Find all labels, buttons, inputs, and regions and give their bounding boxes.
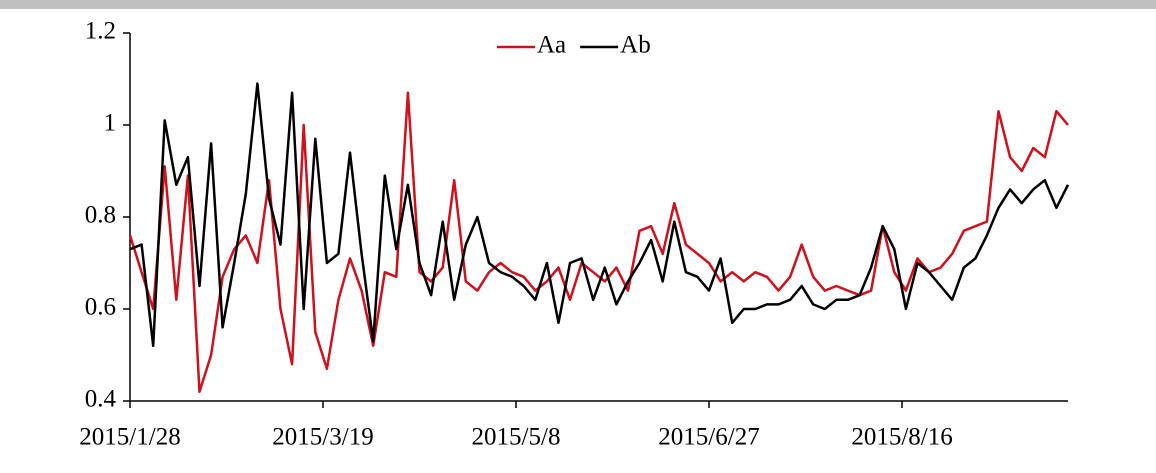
x-tick-label: 2015/3/19 bbox=[272, 424, 373, 451]
x-tick-label: 2015/1/28 bbox=[79, 424, 180, 451]
y-tick-label: 0.6 bbox=[85, 294, 116, 321]
x-tick-label: 2015/6/27 bbox=[658, 424, 759, 451]
legend-label: Ab bbox=[620, 32, 651, 59]
y-tick-label: 0.4 bbox=[85, 386, 117, 413]
y-tick-label: 1 bbox=[104, 110, 117, 137]
legend-label: Aa bbox=[537, 32, 566, 59]
series-line bbox=[129, 82, 1070, 348]
top-bar bbox=[0, 0, 1156, 9]
y-tick-label: 1.2 bbox=[85, 18, 116, 45]
x-tick-label: 2015/5/8 bbox=[472, 424, 561, 451]
series-line bbox=[128, 91, 1069, 394]
x-tick-label: 2015/8/16 bbox=[851, 424, 952, 451]
y-tick-label: 0.8 bbox=[85, 202, 116, 229]
